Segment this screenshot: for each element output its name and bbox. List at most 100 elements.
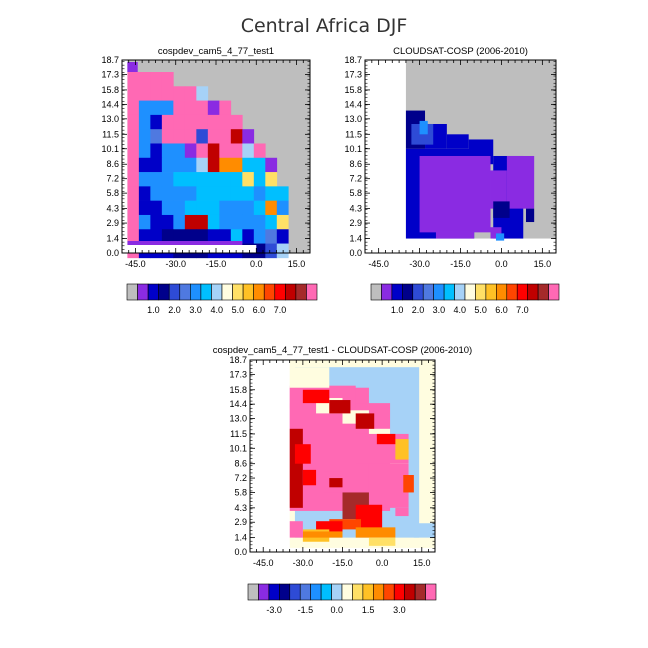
- heatmap-cell: [173, 172, 186, 187]
- heatmap-cell: [265, 172, 278, 187]
- heatmap-cell: [289, 367, 330, 388]
- heatmap-cell: [253, 243, 266, 259]
- heatmap-cell: [253, 157, 266, 173]
- heatmap-cell: [150, 86, 163, 101]
- figure-title: Central Africa DJF: [241, 15, 408, 37]
- heatmap-cell: [150, 100, 163, 116]
- heatmap-cell: [219, 229, 232, 244]
- y-tick-label: 17.3: [344, 69, 362, 79]
- heatmap-cell: [196, 157, 209, 173]
- blank-region: [250, 360, 290, 552]
- y-tick-label: 7.2: [106, 174, 119, 184]
- colorbar-swatch: [425, 583, 437, 601]
- heatmap-cell: [173, 86, 186, 101]
- heatmap-cell: [355, 413, 375, 429]
- heatmap-cell: [219, 143, 232, 159]
- heatmap-cell: [161, 172, 174, 187]
- heatmap-cell: [150, 72, 163, 87]
- heatmap-cell: [138, 143, 151, 159]
- heatmap-cell: [219, 186, 232, 201]
- colorbar-swatch: [464, 283, 476, 301]
- y-tick-label: 5.8: [234, 487, 247, 497]
- heatmap-cell: [150, 172, 163, 187]
- y-tick-label: 1.4: [106, 234, 119, 244]
- heatmap-cell: [127, 172, 140, 187]
- colorbar-swatch: [263, 283, 276, 301]
- colorbar-swatch: [422, 283, 434, 301]
- heatmap-cell: [207, 157, 220, 173]
- heatmap-cell: [207, 186, 220, 201]
- heatmap-cell: [184, 214, 197, 230]
- heatmap-cell: [490, 170, 507, 209]
- heatmap-cell: [302, 531, 343, 538]
- heatmap-cell: [230, 114, 243, 130]
- heatmap-cell: [316, 521, 343, 532]
- heatmap-cell: [161, 229, 174, 244]
- colorbar-swatch: [285, 283, 297, 301]
- colorbar-label: 3.0: [393, 605, 406, 615]
- heatmap-cell: [138, 214, 151, 230]
- heatmap-cell: [138, 114, 151, 130]
- heatmap-cell: [150, 200, 163, 216]
- heatmap-cell: [150, 114, 163, 130]
- panel-title: cospdev_cam5_4_77_test1: [158, 46, 274, 57]
- colorbar-swatch: [352, 583, 364, 601]
- heatmap-cell: [184, 157, 197, 173]
- heatmap-cell: [196, 200, 209, 216]
- heatmap-cell: [173, 143, 186, 159]
- heatmap-cell: [230, 186, 243, 201]
- heatmap-cell: [207, 200, 220, 216]
- heatmap-cell: [127, 157, 140, 173]
- heatmap-cell: [127, 143, 140, 159]
- colorbar-swatch: [190, 283, 202, 301]
- heatmap-cell: [276, 200, 289, 216]
- heatmap-cell: [242, 229, 255, 244]
- colorbar-label: 7.0: [516, 305, 529, 315]
- heatmap-cell: [219, 172, 232, 187]
- heatmap-cell: [138, 200, 151, 216]
- colorbar-swatch: [402, 283, 414, 301]
- heatmap-cell: [219, 157, 232, 173]
- y-tick-label: 2.9: [349, 218, 362, 228]
- heatmap-cell: [242, 157, 255, 173]
- heatmap-cell: [138, 86, 151, 101]
- colorbar-label: 1.5: [362, 605, 375, 615]
- heatmap-cell: [265, 157, 278, 173]
- colorbar-swatch: [299, 583, 311, 601]
- heatmap-cell: [127, 200, 140, 216]
- colorbar-swatch: [548, 283, 560, 301]
- x-tick-label: 15.0: [413, 558, 431, 568]
- heatmap-cell: [161, 100, 174, 116]
- heatmap-cell: [138, 100, 151, 116]
- heatmap-cell: [276, 229, 289, 244]
- heatmap-cell: [138, 229, 151, 244]
- colorbar-label: 3.0: [433, 305, 446, 315]
- y-tick-label: 13.0: [229, 414, 247, 424]
- colorbar-swatch: [179, 283, 191, 301]
- x-tick-label: -15.0: [450, 259, 471, 269]
- colorbar-label: 4.0: [454, 305, 467, 315]
- heatmap-cell: [184, 229, 197, 244]
- colorbar-swatch: [331, 583, 343, 601]
- colorbar-swatch: [433, 283, 445, 301]
- heatmap-cell: [329, 519, 361, 530]
- heatmap-cell: [184, 129, 197, 144]
- heatmap-cell: [302, 469, 317, 486]
- colorbar-swatch: [527, 283, 539, 301]
- colorbar-swatch: [274, 283, 286, 301]
- y-tick-label: 1.4: [349, 234, 362, 244]
- x-tick-label: 0.0: [250, 259, 263, 269]
- colorbar-label: 6.0: [495, 305, 508, 315]
- colorbar-label: 2.0: [168, 305, 181, 315]
- heatmap-cell: [196, 214, 209, 230]
- heatmap-cell: [253, 186, 266, 201]
- heatmap-cell: [138, 157, 151, 173]
- heatmap-cell: [150, 143, 163, 159]
- colorbar-swatch: [373, 583, 385, 601]
- heatmap-cell: [127, 100, 140, 116]
- heatmap-cell: [161, 214, 174, 230]
- heatmap-cell: [150, 229, 163, 244]
- heatmap-cell: [207, 172, 220, 187]
- colorbar-swatch: [242, 283, 254, 301]
- colorbar-swatch: [279, 583, 291, 601]
